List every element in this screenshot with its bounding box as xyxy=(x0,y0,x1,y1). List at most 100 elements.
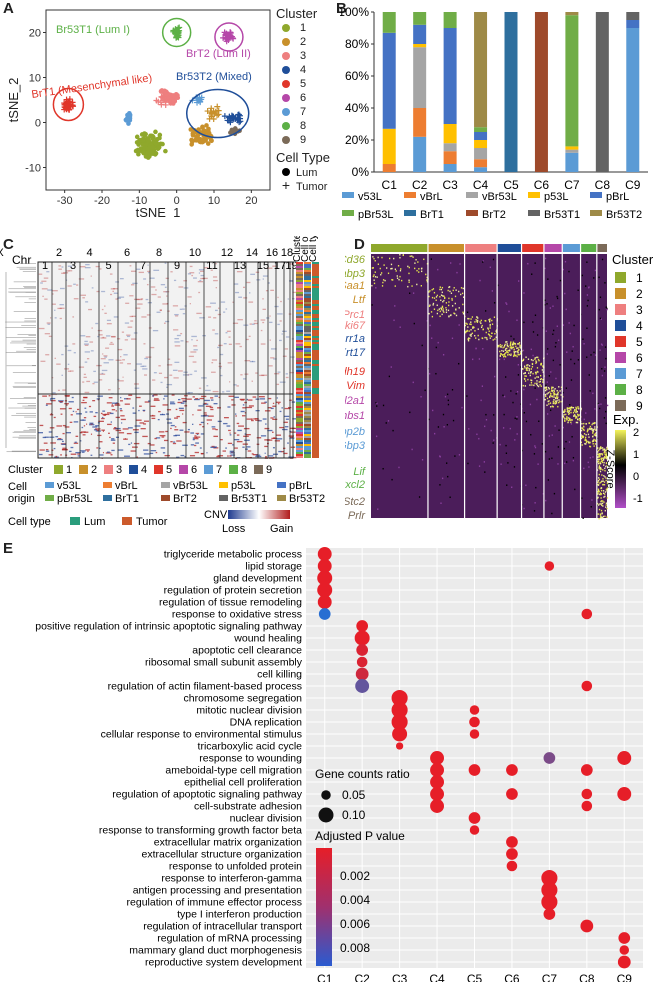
expression-cell xyxy=(499,344,501,346)
cnv-cell xyxy=(61,353,64,356)
expression-cell xyxy=(602,505,604,507)
expression-cell xyxy=(516,347,518,350)
expression-cell xyxy=(397,265,400,267)
expression-cell xyxy=(421,267,423,270)
bar-segment xyxy=(382,12,396,33)
cnv-cell xyxy=(193,438,199,440)
expression-cell xyxy=(476,320,478,322)
cnv-cell xyxy=(77,453,80,455)
bar-segment xyxy=(413,108,427,137)
cluster-annotation-cell xyxy=(296,430,303,432)
expression-cell xyxy=(482,328,484,331)
cnv-cell xyxy=(254,320,257,322)
expression-cell xyxy=(552,392,555,394)
expression-cell xyxy=(559,400,561,403)
cnv-cell xyxy=(164,262,167,264)
cnv-cell xyxy=(82,297,85,299)
expression-cell xyxy=(519,346,521,349)
cnv-cell xyxy=(52,392,56,394)
cnv-cell xyxy=(173,441,176,443)
x-tick-label: C5 xyxy=(503,178,519,192)
expression-cell xyxy=(414,262,416,264)
expression-cell xyxy=(373,257,375,260)
celltype-annotation-cell xyxy=(312,288,319,290)
cnv-cell xyxy=(91,287,94,289)
origin-annotation-cell xyxy=(304,296,311,298)
celltype-annotation-cell xyxy=(312,398,319,400)
expression-cell xyxy=(392,279,394,281)
cluster-annotation-cell xyxy=(296,450,303,452)
celltype-annotation-cell xyxy=(312,314,319,316)
expression-cell xyxy=(430,258,432,260)
origin-annotation-cell xyxy=(304,292,311,294)
expression-cell xyxy=(576,413,579,416)
cnv-cell xyxy=(172,305,179,307)
expression-cell xyxy=(387,272,390,275)
expression-cell xyxy=(575,416,578,419)
expression-cell xyxy=(440,294,443,296)
origin-annotation-cell xyxy=(304,280,311,282)
cnv-cell xyxy=(90,275,92,277)
expression-cell xyxy=(597,484,600,486)
expression-cell xyxy=(505,341,507,343)
cnv-cell xyxy=(237,429,242,432)
cnv-cell xyxy=(93,429,98,431)
cnv-cell xyxy=(189,455,196,457)
expression-cell xyxy=(588,422,591,424)
expression-cell xyxy=(524,380,527,382)
cnv-cell xyxy=(203,415,209,417)
cnv-cell xyxy=(84,407,87,409)
cnv-cell xyxy=(194,444,197,447)
expression-cell xyxy=(459,263,461,265)
expression-cell xyxy=(601,258,604,261)
go-term-label: positive regulation of intrinsic apoptot… xyxy=(35,621,302,633)
cnv-cell xyxy=(198,387,202,389)
expression-cell xyxy=(597,462,600,465)
go-enrichment-dot xyxy=(581,800,593,812)
expression-cell xyxy=(535,362,537,364)
cnv-cell xyxy=(176,334,181,337)
expression-cell xyxy=(506,341,508,343)
cell-point xyxy=(235,111,242,118)
celltype-annotation-cell xyxy=(312,410,319,412)
cnv-cell xyxy=(84,344,89,346)
cnv-cell xyxy=(285,373,288,375)
cell-point xyxy=(190,131,196,136)
expression-cell xyxy=(399,269,402,272)
legend-label: 2 xyxy=(636,287,643,301)
expression-cell xyxy=(507,351,509,354)
cnv-cell xyxy=(220,374,223,377)
expression-cell xyxy=(435,296,438,298)
cnv-cell xyxy=(199,317,205,319)
go-enrichment-dot xyxy=(541,881,558,899)
legend-label: 3 xyxy=(116,464,122,476)
expression-cell xyxy=(566,410,568,413)
cnv-cell xyxy=(149,277,155,279)
expression-cell xyxy=(544,450,547,453)
cnv-cell xyxy=(83,431,89,433)
cnv-cell xyxy=(289,427,295,429)
origin-annotation-cell xyxy=(304,446,311,448)
expression-cell xyxy=(570,406,573,409)
chr-top-label: 18 xyxy=(281,247,293,259)
expression-cell xyxy=(605,488,608,491)
celltype-annotation-cell xyxy=(312,330,319,332)
cnv-cell xyxy=(46,403,52,405)
cnv-background xyxy=(38,262,293,458)
cnv-cell xyxy=(198,405,204,407)
expression-cell xyxy=(531,366,534,368)
cnv-cell xyxy=(284,426,289,428)
legend-label: v53L xyxy=(57,480,81,492)
expression-cell xyxy=(556,400,558,402)
cnv-cell xyxy=(245,433,251,436)
expression-cell xyxy=(394,305,396,307)
celltype-annotation-cell xyxy=(312,400,319,402)
cnv-cell xyxy=(67,349,72,352)
stacked-bar-chart: 0%20%40%60%80%100%C1 C2 C3 C4 C5 C6 C7 C8 C9v53L… xyxy=(340,5,648,221)
size-legend-title: Gene counts ratio xyxy=(315,767,410,781)
cell-point xyxy=(140,142,146,147)
expression-cell xyxy=(571,406,574,409)
cnv-cell xyxy=(251,360,254,363)
panel-label-d: D xyxy=(354,236,365,253)
cnv-cell xyxy=(227,455,229,457)
